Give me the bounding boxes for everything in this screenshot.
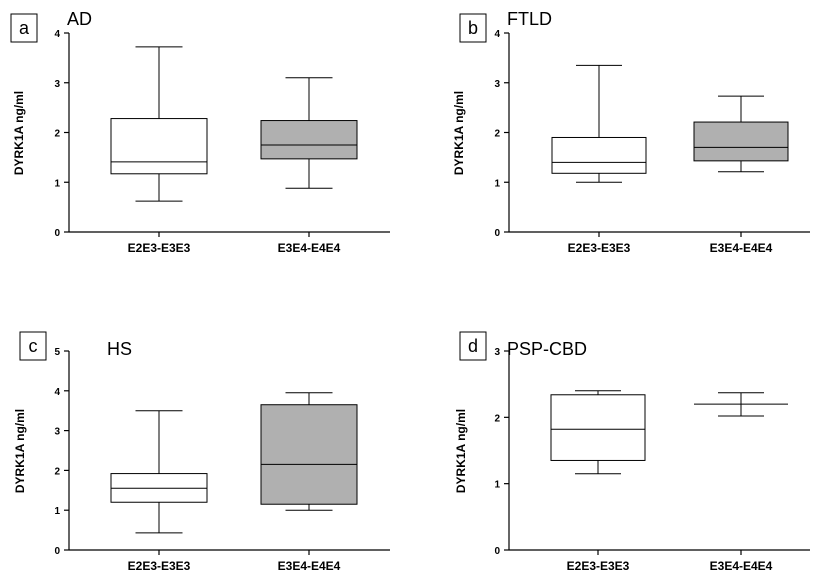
panel-letter-box [19, 331, 47, 361]
box-iqr [260, 120, 358, 160]
x-tick-label: E3E4-E4E4 [710, 241, 773, 255]
box-1 [550, 390, 646, 475]
y-axis-label: DYRK1A ng/ml [12, 91, 26, 175]
y-tick-label: 0 [54, 228, 60, 239]
chart-panel-a: a AD DYRK1A ng/ml 0 1 2 3 4 E2E3-E3E3 E3E4-E4E4 [10, 9, 390, 255]
panel-title: FTLD [507, 9, 552, 29]
x-tick-label: E2E3-E3E3 [568, 241, 631, 255]
y-axis-label: DYRK1A ng/ml [13, 409, 27, 493]
panel-title: PSP-CBD [507, 339, 587, 359]
x-tick-label: E3E4-E4E4 [278, 241, 341, 255]
panel-letter: d [468, 336, 478, 356]
panel-letter-box [10, 13, 38, 43]
box-iqr [550, 394, 646, 461]
y-tick-label: 1 [494, 178, 500, 189]
y-tick-label: 0 [54, 546, 60, 557]
box-iqr [551, 136, 647, 174]
y-tick-label: 2 [54, 129, 60, 140]
y-tick-label: 3 [494, 79, 500, 90]
x-tick-label: E3E4-E4E4 [710, 559, 773, 573]
panel-letter: c [29, 336, 38, 356]
y-tick-label: 5 [54, 347, 60, 358]
panel-letter-box [459, 331, 487, 361]
x-tick-label: E3E4-E4E4 [278, 559, 341, 573]
box-1 [551, 64, 647, 183]
box-iqr [110, 118, 208, 175]
panel-letter: a [19, 18, 30, 38]
y-tick-label: 3 [54, 427, 60, 438]
y-tick-label: 1 [54, 178, 60, 189]
y-tick-label: 4 [54, 29, 60, 40]
y-tick-label: 2 [494, 129, 500, 140]
chart-panel-d: d PSP-CBD DYRK1A ng/ml 0 1 2 3 E2E3-E3E3 E3E4-E4… [454, 331, 810, 573]
panel-letter: b [468, 18, 478, 38]
y-tick-label: 1 [494, 480, 500, 491]
y-tick-label: 2 [54, 466, 60, 477]
box-iqr [260, 404, 358, 505]
panel-title: AD [67, 9, 92, 29]
box-iqr [693, 121, 789, 162]
y-tick-label: 4 [54, 387, 60, 398]
box-2 [693, 95, 789, 173]
y-axis-label: DYRK1A ng/ml [454, 409, 468, 493]
y-tick-label: 0 [494, 228, 500, 239]
y-tick-label: 3 [494, 347, 500, 358]
box-2 [260, 392, 358, 511]
y-tick-label: 1 [54, 506, 60, 517]
x-tick-label: E2E3-E3E3 [128, 559, 191, 573]
box-1 [110, 46, 208, 202]
y-axis-label: DYRK1A ng/ml [452, 91, 466, 175]
y-tick-label: 4 [494, 29, 500, 40]
panel-title: HS [107, 339, 132, 359]
x-tick-label: E2E3-E3E3 [567, 559, 630, 573]
y-tick-label: 2 [494, 413, 500, 424]
panel-letter-box [459, 13, 487, 43]
box-2 [260, 77, 358, 189]
box-1 [110, 410, 208, 534]
chart-panel-b: b FTLD DYRK1A ng/ml 0 1 2 3 4 E2E3-E3E3 E3E4-E4E4 [452, 9, 810, 255]
x-tick-label: E2E3-E3E3 [128, 241, 191, 255]
y-tick-label: 0 [494, 546, 500, 557]
y-tick-label: 3 [54, 79, 60, 90]
box-2 [694, 392, 788, 417]
chart-panel-c: c HS DYRK1A ng/ml 0 1 2 3 4 5 E2E3-E3E3 E3E4-E4E4 [13, 331, 390, 573]
